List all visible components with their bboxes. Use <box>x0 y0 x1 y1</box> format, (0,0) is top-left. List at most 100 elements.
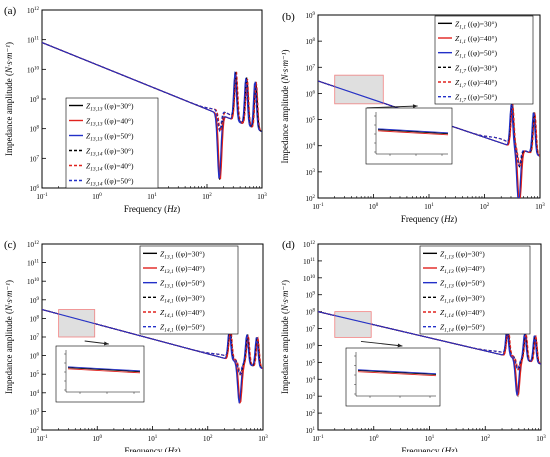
chart-panel: (c) 10-1 100 101 102 103 102 103 104 105 106 107 108… <box>4 239 268 456</box>
x-tick-label: 101 <box>147 193 157 201</box>
x-tick-label: 102 <box>480 203 490 211</box>
legend-entry: Z14,1 ((φ)=40°) <box>160 308 205 319</box>
series-line <box>318 311 541 370</box>
zoom-arrow-head <box>397 343 403 348</box>
chart-panel: (d) 10-1 100 101 102 103 101 102 103 104 105 106 107… <box>280 239 546 456</box>
series-line <box>42 42 262 179</box>
x-axis-label: Frequency (Hz) <box>124 204 180 214</box>
legend: Z1,13 ((φ)=30°) Z1,13 ((φ)=40°) Z1,13 ((φ)… <box>419 245 531 335</box>
series-line <box>42 308 263 375</box>
y-tick-label: 105 <box>30 371 40 379</box>
zoom-arrow <box>360 340 403 347</box>
y-tick-label: 1010 <box>27 278 40 286</box>
series-line <box>42 308 263 376</box>
zoom-region-line <box>58 313 95 325</box>
inset-series-line <box>67 367 141 373</box>
legend-entry: Z14,1 ((φ)=30°) <box>160 293 205 304</box>
legend-entry: Z1,1 ((φ)=50°) <box>455 49 497 60</box>
x-tick-label: 100 <box>93 435 103 443</box>
legend-entry: Z1,14 ((φ)=30°) <box>440 293 485 304</box>
y-tick-label: 109 <box>306 12 316 20</box>
inset-series-line <box>357 371 437 377</box>
y-tick-label: 105 <box>306 359 316 367</box>
y-tick-label: 1011 <box>27 37 39 45</box>
y-tick-label: 106 <box>30 185 40 193</box>
legend-entry: Z1,13 ((φ)=50°) <box>440 279 485 290</box>
x-axis-label: Frequency (Hz) <box>124 446 180 452</box>
y-tick-label: 107 <box>306 64 316 72</box>
y-tick-label: 1010 <box>27 66 40 74</box>
zoom-region <box>58 309 96 338</box>
y-tick-label: 107 <box>30 334 40 342</box>
y-tick-label: 109 <box>30 297 40 305</box>
panel-label: (c) <box>4 239 17 251</box>
y-tick-label: 108 <box>30 315 40 323</box>
x-tick-label: 103 <box>258 435 268 443</box>
legend-entry: Z13,14 ((φ)=50°) <box>86 177 134 188</box>
legend-frame <box>65 97 159 189</box>
y-tick-label: 103 <box>306 393 316 401</box>
x-tick-label: 100 <box>369 203 379 211</box>
y-tick-label: 105 <box>306 117 316 125</box>
y-axis-label: Impedance amplitude (N·s·m⁻¹) <box>280 50 290 164</box>
x-tick-label: 10-1 <box>36 435 48 443</box>
x-tick-label: 100 <box>369 435 379 443</box>
legend-entry: Z1,1 ((φ)=40°) <box>455 34 497 45</box>
x-tick-label: 10-1 <box>312 203 324 211</box>
legend-entry: Z13,14 ((φ)=30°) <box>86 147 134 158</box>
inset-series-line <box>377 128 449 134</box>
legend-entry: Z1,1 ((φ)=30°) <box>455 19 497 30</box>
legend-entry: Z1,13 ((φ)=40°) <box>440 264 485 275</box>
x-tick-label: 102 <box>481 435 491 443</box>
x-tick-label: 101 <box>424 203 434 211</box>
legend-frame <box>434 15 534 105</box>
zoom-arrow-head <box>103 341 109 346</box>
legend-entry: Z13,13 ((φ)=30°) <box>86 102 134 113</box>
y-tick-label: 1012 <box>303 241 316 249</box>
y-tick-label: 103 <box>306 169 316 177</box>
x-axis-label: Frequency (Hz) <box>401 446 457 452</box>
inset-box <box>345 347 441 407</box>
x-axis-label: Frequency (Hz) <box>401 214 457 224</box>
inset-box <box>55 345 145 403</box>
legend: Z1,1 ((φ)=30°) Z1,1 ((φ)=40°) Z1,1 ((φ)=50… <box>434 15 534 105</box>
y-tick-label: 102 <box>306 410 316 418</box>
x-tick-label: 100 <box>92 193 102 201</box>
y-tick-label: 109 <box>30 96 40 104</box>
x-tick-label: 102 <box>203 435 213 443</box>
chart-panel: (a) 10-1 100 101 102 103 106 107 108 109 1010 1011 1… <box>4 5 267 214</box>
inset-series-line <box>377 129 449 135</box>
series-line <box>42 42 262 133</box>
legend: Z13,1 ((φ)=30°) Z13,1 ((φ)=40°) Z13,1 ((φ)… <box>139 245 239 335</box>
x-tick-label: 103 <box>257 193 267 201</box>
panel-label: (d) <box>282 239 295 251</box>
y-tick-label: 103 <box>30 408 40 416</box>
legend-entry: Z13,1 ((φ)=30°) <box>160 249 205 260</box>
y-tick-label: 107 <box>306 326 316 334</box>
y-tick-label: 109 <box>306 292 316 300</box>
legend-entry: Z1,7 ((φ)=30°) <box>455 63 497 74</box>
y-tick-label: 108 <box>306 309 316 317</box>
x-tick-label: 102 <box>202 193 212 201</box>
x-tick-label: 103 <box>536 435 546 443</box>
y-tick-label: 1010 <box>303 275 316 283</box>
legend-entry: Z1,14 ((φ)=40°) <box>440 308 485 319</box>
panel-label: (a) <box>4 5 17 17</box>
y-tick-label: 106 <box>306 90 316 98</box>
y-tick-label: 108 <box>306 38 316 46</box>
legend-entry: Z14,1 ((φ)=50°) <box>160 323 205 334</box>
y-axis-label: Impedance amplitude (N·s·m⁻¹) <box>4 42 14 156</box>
zoom-arrow <box>366 105 418 109</box>
y-tick-label: 102 <box>306 195 316 203</box>
legend-frame <box>419 245 531 335</box>
chart-panel: (b) 10-1 100 101 102 103 102 103 104 105 106 107 108… <box>280 11 545 224</box>
y-tick-label: 101 <box>306 427 316 435</box>
y-tick-label: 106 <box>306 342 316 350</box>
x-tick-label: 10-1 <box>312 435 324 443</box>
inset-series-line <box>67 368 141 374</box>
inset-box <box>365 107 453 165</box>
x-tick-label: 101 <box>148 435 158 443</box>
legend-entry: Z1,7 ((φ)=50°) <box>455 93 497 104</box>
